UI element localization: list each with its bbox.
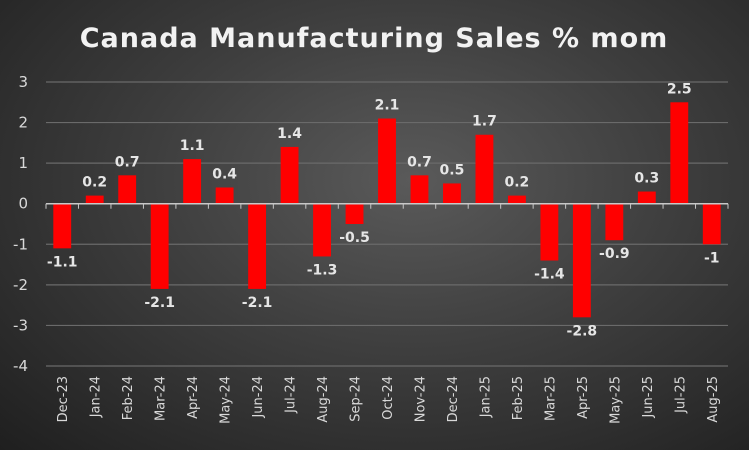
y-tick-label: -3 <box>13 316 28 334</box>
bar <box>670 102 689 204</box>
x-tick-label: Jun-25 <box>641 376 656 419</box>
bar <box>637 191 656 204</box>
bar <box>150 203 169 289</box>
data-label: -1.3 <box>307 262 338 278</box>
data-label: 0.2 <box>82 175 107 191</box>
data-label: -2.8 <box>567 323 598 339</box>
x-tick-label: Jan-25 <box>478 376 493 418</box>
bar <box>118 175 137 204</box>
x-tick-label: Feb-24 <box>121 376 136 420</box>
y-tick-label: 0 <box>18 195 28 213</box>
bar <box>702 203 721 245</box>
bar <box>572 203 591 318</box>
bar <box>85 195 104 204</box>
bar <box>215 187 234 204</box>
x-tick-label: Dec-23 <box>56 376 71 422</box>
bar <box>507 195 526 204</box>
bar <box>345 203 364 224</box>
bar <box>280 146 299 204</box>
data-label: -1 <box>704 250 720 266</box>
data-label: 0.5 <box>440 162 465 178</box>
bar <box>313 203 331 257</box>
x-tick-label: Aug-25 <box>706 376 721 423</box>
y-tick-label: 3 <box>18 73 28 91</box>
bar <box>605 203 624 241</box>
data-label: -0.5 <box>339 230 370 246</box>
x-tick-label: Dec-24 <box>446 376 461 422</box>
x-tick-label: Sep-24 <box>349 376 364 422</box>
x-tick-label: Oct-24 <box>381 376 396 420</box>
x-tick-label: Mar-24 <box>154 376 169 421</box>
bar <box>410 175 429 204</box>
data-label: -2.1 <box>242 295 273 311</box>
bar <box>378 118 396 204</box>
data-label: 2.1 <box>375 98 400 114</box>
x-tick-label: Jun-24 <box>251 376 266 419</box>
x-tick-label: Aug-24 <box>316 376 331 423</box>
y-tick-label: -4 <box>13 357 28 375</box>
y-tick-label: 2 <box>18 114 28 132</box>
data-label: 1.7 <box>472 114 497 130</box>
x-tick-label: Jul-24 <box>284 376 299 414</box>
y-tick-label: -2 <box>13 276 28 294</box>
data-label: 2.5 <box>667 81 692 97</box>
x-tick-label: May-25 <box>608 376 623 424</box>
x-tick-label: Apr-24 <box>186 376 201 419</box>
data-label: 0.4 <box>212 166 237 182</box>
data-labels: -1.1 0.2 0.7 -2.1 1.1 0.4 -2.1 1.4 -1.3-0.5 2.1 0.… <box>47 81 720 339</box>
x-axis <box>45 202 729 209</box>
bar <box>183 159 202 204</box>
x-tick-label: Jul-25 <box>673 376 688 414</box>
x-tick-label: May-24 <box>219 376 234 424</box>
data-label: -1.4 <box>534 267 565 283</box>
data-label: 0.7 <box>115 154 140 170</box>
bar <box>443 183 461 204</box>
data-label: 0.7 <box>407 154 432 170</box>
data-label: 1.4 <box>277 126 302 142</box>
bar <box>540 203 559 261</box>
chart-title: Canada Manufacturing Sales % mom <box>80 23 669 54</box>
x-tick-label: Feb-25 <box>511 376 526 420</box>
bars <box>53 102 721 318</box>
x-tick-label: Apr-25 <box>576 376 591 419</box>
x-tick-label: Nov-24 <box>413 376 428 422</box>
data-label: 1.1 <box>180 138 205 154</box>
x-tick-label: Mar-25 <box>543 376 558 421</box>
data-label: -1.1 <box>47 254 78 270</box>
data-label: 0.2 <box>504 175 529 191</box>
x-axis-ticks: Dec-23 Jan-24 Feb-24 Mar-24 Apr-24 May-24 Jun-… <box>56 376 721 424</box>
bar <box>475 134 494 204</box>
x-tick-label: Jan-24 <box>89 376 104 418</box>
bar <box>53 203 72 249</box>
y-axis-ticks: 3 2 1 0 -1 -2 -3 -4 <box>13 73 28 375</box>
data-label: -0.9 <box>599 246 630 262</box>
data-label: 0.3 <box>634 171 659 187</box>
bar <box>248 203 267 289</box>
data-label: -2.1 <box>144 295 175 311</box>
y-tick-label: 1 <box>18 154 28 172</box>
y-tick-label: -1 <box>13 235 28 253</box>
